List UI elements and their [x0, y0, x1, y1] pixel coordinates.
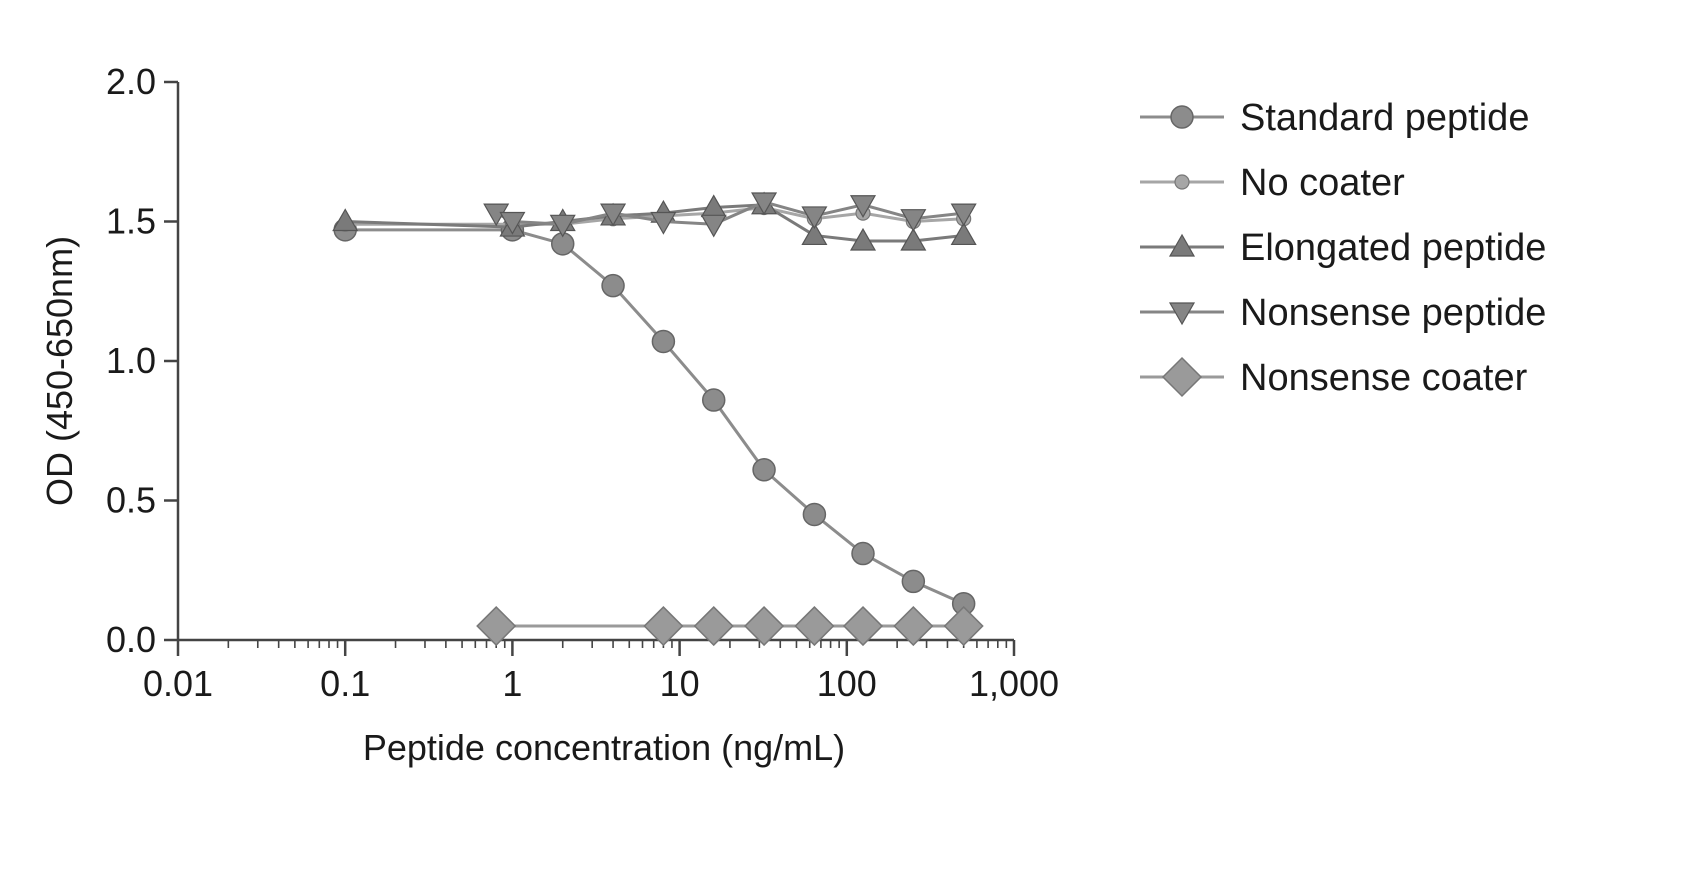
legend-marker	[1171, 106, 1193, 128]
legend: Standard peptide No coater Elongated pepti…	[1140, 97, 1546, 399]
y-axis-label: OD (450-650nm)	[39, 236, 80, 506]
x-tick-label: 0.01	[143, 663, 213, 704]
data-point	[952, 223, 976, 244]
legend-label: No coater	[1240, 162, 1405, 204]
data-point	[753, 459, 775, 481]
legend-label: Standard peptide	[1240, 97, 1529, 139]
data-point	[602, 275, 624, 297]
y-tick-label: 0.5	[106, 480, 156, 521]
y-tick-label: 1.0	[106, 340, 156, 381]
legend-marker	[1175, 175, 1189, 189]
legend-label: Nonsense coater	[1240, 357, 1528, 399]
legend-label: Nonsense peptide	[1240, 292, 1546, 334]
data-point	[902, 570, 924, 592]
y-tick-label: 2.0	[106, 61, 156, 102]
series-1	[334, 219, 974, 615]
legend-label: Elongated peptide	[1240, 227, 1546, 269]
x-axis-ticks: 0.01 0.1 1 10 100 1,000	[143, 640, 1059, 704]
data-point	[702, 215, 726, 236]
legend-marker	[1163, 358, 1201, 396]
x-tick-label: 100	[817, 663, 877, 704]
plot-area: 0.0 0.5 1.0 1.5 2.0 0.01 0.1 1 10 100 1,000	[106, 61, 1059, 704]
x-tick-label: 10	[660, 663, 700, 704]
legend-item: Nonsense peptide	[1140, 292, 1546, 334]
x-tick-label: 0.1	[320, 663, 370, 704]
x-tick-label: 1	[502, 663, 522, 704]
data-point	[333, 210, 357, 231]
y-tick-label: 1.5	[106, 201, 156, 242]
data-point	[703, 389, 725, 411]
x-tick-label: 1,000	[969, 663, 1059, 704]
legend-item: Standard peptide	[1140, 97, 1529, 139]
data-point	[803, 503, 825, 525]
x-axis-label: Peptide concentration (ng/mL)	[363, 727, 845, 768]
legend-item: Nonsense coater	[1140, 357, 1528, 399]
y-tick-label: 0.0	[106, 619, 156, 660]
series-layer	[333, 193, 982, 645]
y-axis-ticks: 0.0 0.5 1.0 1.5 2.0	[106, 61, 178, 660]
data-point	[852, 543, 874, 565]
legend-item: No coater	[1140, 162, 1405, 204]
data-point	[652, 330, 674, 352]
legend-item: Elongated peptide	[1140, 227, 1546, 269]
